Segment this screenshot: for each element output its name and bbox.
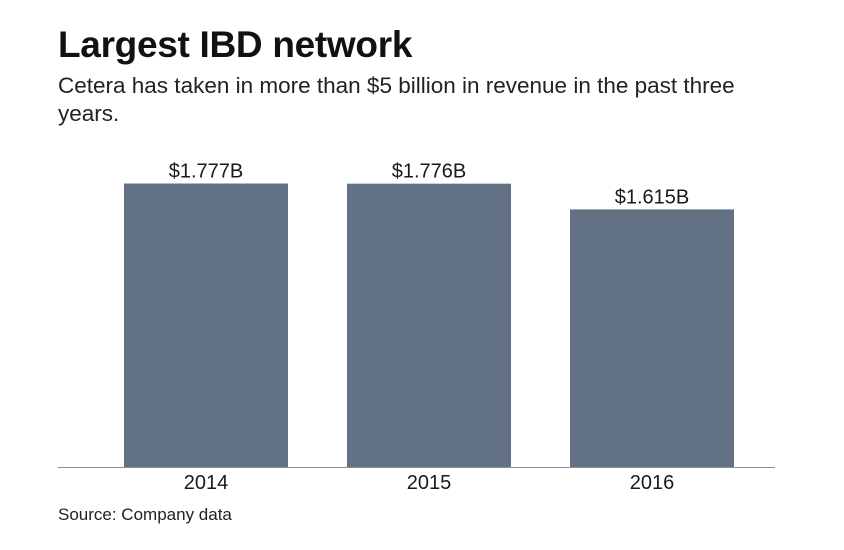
bar-2015: [347, 183, 511, 467]
bar-2014: [124, 183, 288, 467]
x-tick-label-2014: 2014: [184, 472, 229, 494]
bar-2016: [570, 209, 734, 467]
source-note: Source: Company data: [58, 505, 232, 524]
x-tick-label-2015: 2015: [407, 472, 452, 494]
x-tick-label-2016: 2016: [630, 472, 675, 494]
data-label-2014: $1.777B: [169, 161, 244, 183]
chart-title: Largest IBD network: [58, 24, 413, 65]
data-label-2016: $1.615B: [615, 186, 690, 208]
chart-subtitle: Cetera has taken in more than $5 billion…: [58, 73, 735, 126]
data-label-2015: $1.776B: [392, 161, 467, 183]
